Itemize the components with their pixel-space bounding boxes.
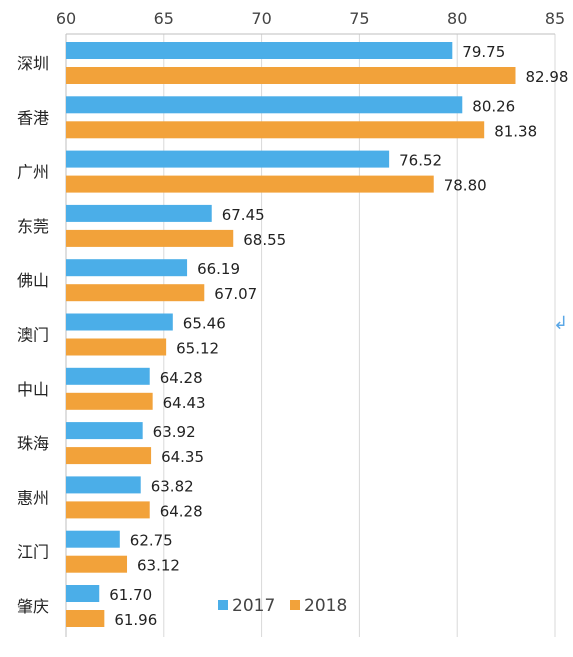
bar-2017-4 [66,259,188,277]
value-label-2017: 67.45 [222,206,265,224]
value-label-2018: 61.96 [114,611,157,629]
category-label: 澳门 [17,326,49,345]
bars [66,42,516,627]
category-label: 深圳 [17,54,49,73]
x-tick-label: 60 [56,9,76,28]
bar-2017-8 [66,476,141,494]
bar-2018-8 [66,501,150,519]
x-tick-label: 65 [154,9,174,28]
value-label-2018: 64.35 [161,448,204,466]
category-label: 肇庆 [17,597,49,616]
value-label-2017: 63.82 [151,477,194,495]
legend: 2017 2018 [218,596,347,616]
value-label-2017: 65.46 [183,315,226,333]
category-label: 香港 [17,108,49,127]
value-label-2017: 61.70 [109,586,152,604]
value-label-2018: 81.38 [494,122,537,140]
bar-2018-4 [66,284,205,302]
value-label-2018: 67.07 [214,285,257,303]
legend-swatch-2018 [290,600,300,610]
legend-label-2018: 2018 [304,596,347,616]
category-label: 佛山 [17,271,49,290]
value-label-2017: 62.75 [130,532,173,550]
bar-2017-6 [66,367,150,385]
value-label-2018: 64.28 [160,502,203,520]
category-label: 惠州 [17,488,49,507]
bar-2018-6 [66,392,153,410]
value-label-2018: 63.12 [137,557,180,575]
value-label-2017: 66.19 [197,260,240,278]
legend-swatch-2017 [218,600,228,610]
value-label-2017: 64.28 [160,369,203,387]
bar-2018-9 [66,555,128,573]
x-tick-label: 70 [251,9,271,28]
value-label-2017: 63.92 [153,423,196,441]
value-label-2017: 76.52 [399,152,442,170]
bar-2017-10 [66,585,100,602]
value-label-2018: 64.43 [163,394,206,412]
value-label-2018: 65.12 [176,340,219,358]
value-label-2018: 78.80 [444,177,487,195]
x-tick-label: 85 [545,9,565,28]
bar-2017-9 [66,530,120,548]
bar-2017-7 [66,422,143,440]
bar-2018-5 [66,338,167,356]
bar-2017-0 [66,42,453,59]
category-label: 中山 [17,380,49,399]
category-label: 江门 [17,543,49,562]
value-label-2018: 82.98 [525,68,568,86]
bar-2018-10 [66,610,105,627]
value-label-2017: 80.26 [472,97,515,115]
x-tick-label: 80 [447,9,467,28]
value-label-2017: 79.75 [462,43,505,61]
value-label-2018: 68.55 [243,231,286,249]
category-label: 东莞 [17,217,49,236]
x-axis-ticks: 60 65 70 75 80 85 [56,9,565,28]
bar-2018-3 [66,229,234,247]
x-tick-label: 75 [349,9,369,28]
category-label: 珠海 [17,434,49,453]
bar-2017-2 [66,150,390,168]
bar-2017-3 [66,204,212,222]
legend-label-2017: 2017 [232,596,275,616]
bar-2017-5 [66,313,173,331]
bar-2017-1 [66,96,463,114]
bar-2018-0 [66,67,516,84]
category-label: 广州 [17,163,49,182]
bar-2018-7 [66,447,152,465]
bar-2018-2 [66,175,434,193]
return-mark-glyph: ↲ [553,313,569,334]
bar-2018-1 [66,121,485,139]
